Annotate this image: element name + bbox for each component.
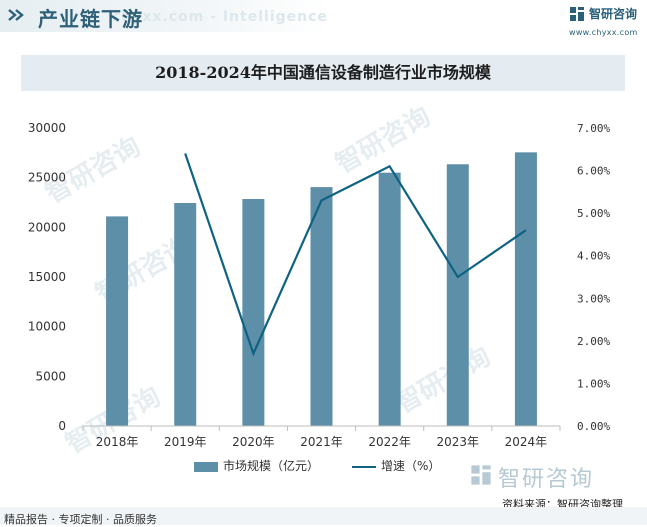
brand-logo-icon [570, 7, 584, 21]
bar [106, 216, 129, 426]
brand-name: 智研咨询 [589, 7, 638, 21]
legend: 市场规模（亿元） 增速（%） [194, 457, 494, 475]
section-title: 产业链下游 [38, 7, 143, 31]
x-tick-label: 2020年 [232, 435, 275, 449]
legend-swatch-bar [194, 461, 218, 472]
x-tick-label: 2022年 [368, 435, 411, 449]
x-tick-label: 2018年 [96, 435, 139, 449]
header-bar [0, 0, 330, 32]
bar [174, 202, 197, 426]
legend-swatch-line [352, 465, 376, 468]
bar [446, 164, 469, 427]
y-left-tick-label: 30000 [28, 121, 66, 135]
y-right-tick-label: 6.00% [577, 165, 610, 178]
y-left-tick-label: 10000 [28, 320, 66, 334]
chart-title-band: 2018-2024年中国通信设备制造行业市场规模 [21, 55, 625, 91]
x-tick-label: 2019年 [164, 435, 207, 449]
footer-tagline: 精品报告 · 专项定制 · 品质服务 [4, 513, 157, 526]
chart-title: 2018-2024年中国通信设备制造行业市场规模 [155, 63, 491, 82]
brand-logo-icon [471, 465, 491, 485]
y-left-tick-label: 15000 [28, 270, 66, 284]
bar [242, 199, 265, 426]
y-right-tick-label: 3.00% [577, 292, 610, 305]
bar [378, 172, 401, 426]
footer-brand-name: 智研咨询 [498, 467, 595, 492]
brand-url[interactable]: www.chyxx.com [569, 28, 638, 37]
y-left-tick-label: 0 [58, 419, 66, 433]
x-tick-label: 2024年 [505, 435, 548, 449]
legend-label: 增速（%） [381, 459, 441, 473]
y-left-tick-label: 20000 [28, 220, 66, 234]
y-right-tick-label: 5.00% [577, 207, 610, 220]
y-right-tick-label: 2.00% [577, 335, 610, 348]
x-tick-label: 2023年 [437, 435, 480, 449]
y-left-tick-label: 25000 [28, 171, 66, 185]
legend-item-growth[interactable]: 增速（%） [352, 457, 440, 475]
bottom-strip [0, 507, 647, 525]
page-header: chyxx.com - Intelligence 产业链下游 [0, 0, 647, 40]
legend-label: 市场规模（亿元） [223, 459, 320, 473]
y-right-tick-label: 7.00% [577, 122, 610, 135]
left-axis: 0 5000 10000 15000 20000 25000 30000 [28, 121, 66, 433]
x-tick-label: 2021年 [300, 435, 343, 449]
header-ghost-text: chyxx.com - Intelligence [112, 9, 328, 25]
x-axis: 2018年 2019年 2020年 2021年 2022年 2023年 2024年 [82, 426, 561, 449]
y-right-tick-label: 0.00% [577, 420, 610, 433]
double-chevron-icon [8, 9, 24, 21]
footer-brand: 智研咨询 [470, 462, 640, 492]
y-left-tick-label: 5000 [35, 369, 66, 383]
legend-item-market-size[interactable]: 市场规模（亿元） [194, 457, 319, 475]
right-axis: 0.00% 1.00% 2.00% 3.00% 4.00% 5.00% 6.00% 7.00% [577, 122, 610, 433]
growth-line [184, 153, 527, 357]
y-right-tick-label: 4.00% [577, 250, 610, 263]
y-right-tick-label: 1.00% [577, 377, 610, 390]
brand-logo[interactable]: 智研咨询 www.chyxx.com [569, 4, 645, 38]
bar-series [106, 152, 537, 427]
bar [514, 152, 537, 426]
bar [310, 187, 333, 426]
